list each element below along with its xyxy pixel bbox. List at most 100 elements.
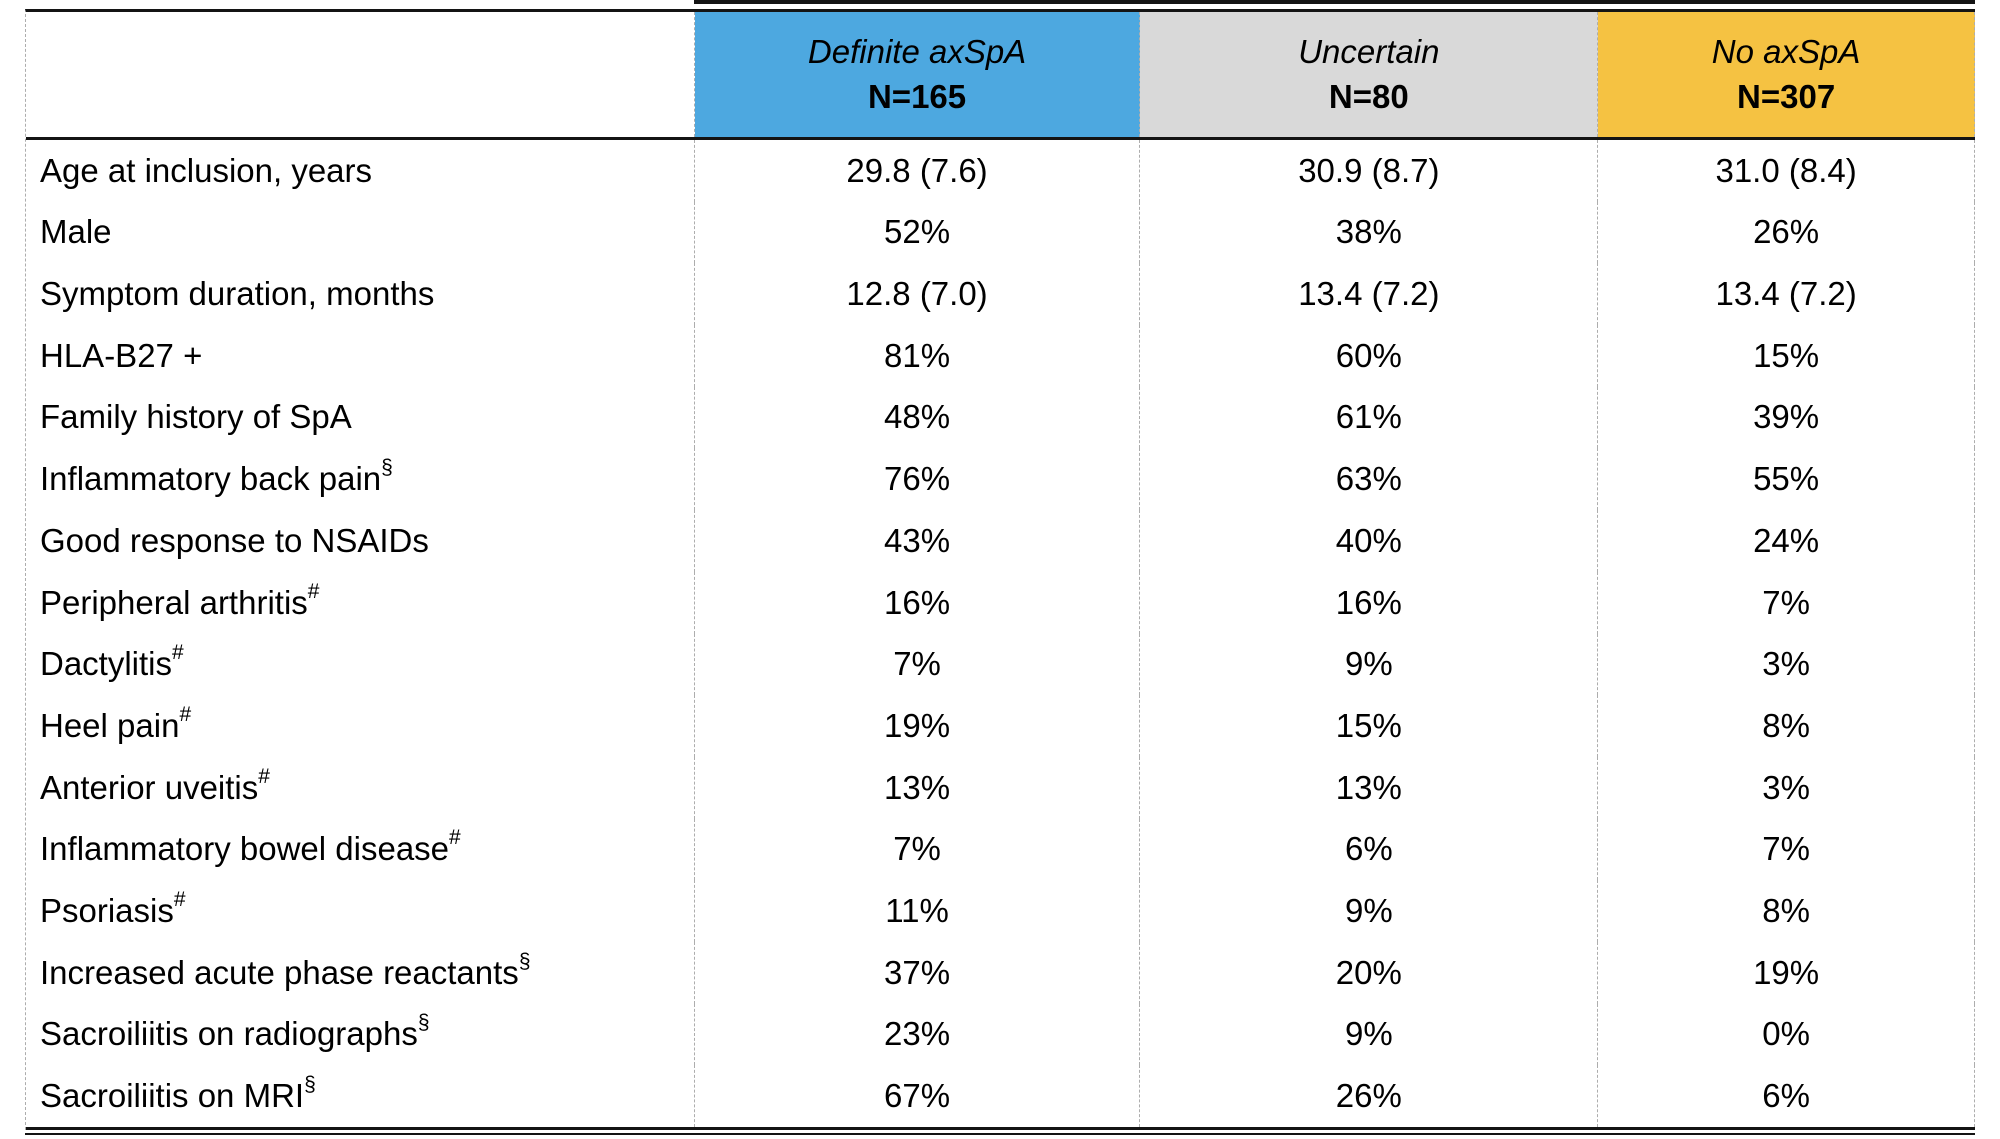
cell-no-axspa: 31.0 (8.4) bbox=[1598, 140, 1975, 202]
cell-uncertain: 13% bbox=[1140, 756, 1599, 819]
cell-uncertain: 26% bbox=[1140, 1065, 1599, 1127]
cell-definite-axspa: 81% bbox=[695, 325, 1141, 387]
row-label-cell: Age at inclusion, years bbox=[26, 140, 695, 202]
cell-no-axspa: 7% bbox=[1598, 818, 1975, 881]
table-row: Good response to NSAIDs 43% 40% 24% bbox=[26, 510, 1975, 572]
column-n-count: N=307 bbox=[1737, 77, 1836, 115]
row-label-cell: Male bbox=[26, 201, 695, 264]
table-row: Peripheral arthritis # 16% 16% 7% bbox=[26, 571, 1975, 634]
cell-no-axspa: 39% bbox=[1598, 386, 1975, 449]
cell-uncertain: 9% bbox=[1140, 1003, 1599, 1066]
row-label: Family history of SpA bbox=[40, 398, 352, 436]
row-label-cell: Good response to NSAIDs bbox=[26, 510, 695, 572]
cell-uncertain: 60% bbox=[1140, 325, 1599, 387]
table-body: Age at inclusion, years 29.8 (7.6) 30.9 … bbox=[26, 140, 1975, 1130]
row-label: Peripheral arthritis bbox=[40, 583, 308, 621]
table-row: HLA-B27 + 81% 60% 15% bbox=[26, 325, 1975, 387]
cell-uncertain: 15% bbox=[1140, 695, 1599, 757]
cell-definite-axspa: 52% bbox=[695, 201, 1141, 264]
table-row: Dactylitis # 7% 9% 3% bbox=[26, 633, 1975, 696]
table-row: Family history of SpA 48% 61% 39% bbox=[26, 386, 1975, 449]
row-label: Inflammatory bowel disease bbox=[40, 830, 450, 868]
table-row: Male 52% 38% 26% bbox=[26, 201, 1975, 264]
table-row: Inflammatory bowel disease # 7% 6% 7% bbox=[26, 818, 1975, 881]
cell-definite-axspa: 12.8 (7.0) bbox=[695, 263, 1141, 326]
column-title: Definite axSpA bbox=[807, 33, 1027, 71]
row-label: Heel pain bbox=[40, 706, 180, 744]
table-row: Heel pain # 19% 15% 8% bbox=[26, 695, 1975, 757]
cell-definite-axspa: 29.8 (7.6) bbox=[695, 140, 1141, 202]
row-label: Inflammatory back pain bbox=[40, 460, 382, 498]
row-label: Age at inclusion, years bbox=[40, 151, 373, 189]
row-label-cell: Anterior uveitis # bbox=[26, 756, 695, 819]
cell-definite-axspa: 48% bbox=[695, 386, 1141, 449]
table-header-row: Definite axSpA N=165 Uncertain N=80 No a… bbox=[26, 12, 1975, 140]
cell-definite-axspa: 7% bbox=[695, 818, 1141, 881]
cell-definite-axspa: 19% bbox=[695, 695, 1141, 757]
cell-uncertain: 30.9 (8.7) bbox=[1140, 140, 1599, 202]
table-row: Symptom duration, months 12.8 (7.0) 13.4… bbox=[26, 263, 1975, 326]
cell-no-axspa: 19% bbox=[1598, 941, 1975, 1004]
row-label: Anterior uveitis bbox=[40, 768, 259, 806]
header-top-border bbox=[694, 0, 1975, 4]
cell-definite-axspa: 7% bbox=[695, 633, 1141, 696]
cell-uncertain: 9% bbox=[1140, 633, 1599, 696]
cell-definite-axspa: 11% bbox=[695, 880, 1141, 942]
cell-no-axspa: 3% bbox=[1598, 756, 1975, 819]
row-label: Male bbox=[40, 213, 112, 251]
cell-uncertain: 16% bbox=[1140, 571, 1599, 634]
cell-definite-axspa: 13% bbox=[695, 756, 1141, 819]
table-row: Sacroiliitis on radiographs § 23% 9% 0% bbox=[26, 1003, 1975, 1066]
table-row: Psoriasis # 11% 9% 8% bbox=[26, 880, 1975, 942]
row-label: Sacroiliitis on MRI bbox=[40, 1077, 305, 1114]
row-label-cell: Family history of SpA bbox=[26, 386, 695, 449]
cell-no-axspa: 55% bbox=[1598, 448, 1975, 511]
column-title: Uncertain bbox=[1298, 33, 1440, 71]
cell-no-axspa: 13.4 (7.2) bbox=[1598, 263, 1975, 326]
cell-no-axspa: 8% bbox=[1598, 695, 1975, 757]
header-definite-axspa: Definite axSpA N=165 bbox=[694, 12, 1141, 137]
cell-uncertain: 20% bbox=[1140, 941, 1599, 1004]
row-label-cell: Inflammatory back pain § bbox=[26, 448, 695, 511]
table-row: Sacroiliitis on MRI § 67% 26% 6% bbox=[26, 1065, 1975, 1130]
cell-definite-axspa: 23% bbox=[695, 1003, 1141, 1066]
cell-uncertain: 6% bbox=[1140, 818, 1599, 881]
cell-definite-axspa: 43% bbox=[695, 510, 1141, 572]
row-label: Symptom duration, months bbox=[40, 275, 435, 313]
column-n-count: N=165 bbox=[867, 77, 967, 115]
cell-definite-axspa: 16% bbox=[695, 571, 1141, 634]
cell-uncertain: 40% bbox=[1140, 510, 1599, 572]
cell-uncertain: 9% bbox=[1140, 880, 1599, 942]
cell-no-axspa: 0% bbox=[1598, 1003, 1975, 1066]
table-row: Age at inclusion, years 29.8 (7.6) 30.9 … bbox=[26, 140, 1975, 202]
row-label-cell: Symptom duration, months bbox=[26, 263, 695, 326]
table-row: Increased acute phase reactants § 37% 20%… bbox=[26, 941, 1975, 1004]
row-label: Psoriasis bbox=[40, 891, 174, 929]
table-row: Anterior uveitis # 13% 13% 3% bbox=[26, 756, 1975, 819]
cell-no-axspa: 15% bbox=[1598, 325, 1975, 387]
cell-no-axspa: 7% bbox=[1598, 571, 1975, 634]
cell-uncertain: 63% bbox=[1140, 448, 1599, 511]
cell-uncertain: 38% bbox=[1140, 201, 1599, 264]
row-label-cell: Increased acute phase reactants § bbox=[26, 941, 695, 1004]
cell-no-axspa: 24% bbox=[1598, 510, 1975, 572]
column-n-count: N=80 bbox=[1328, 77, 1409, 115]
row-label-cell: Inflammatory bowel disease # bbox=[26, 818, 695, 881]
cell-no-axspa: 8% bbox=[1598, 880, 1975, 942]
cell-no-axspa: 6% bbox=[1598, 1065, 1975, 1127]
table-row: Inflammatory back pain § 76% 63% 55% bbox=[26, 448, 1975, 511]
row-label-cell: HLA-B27 + bbox=[26, 325, 695, 387]
row-label: Dactylitis bbox=[40, 645, 173, 683]
cell-uncertain: 61% bbox=[1140, 386, 1599, 449]
table-bottom-thin-line bbox=[25, 1133, 1975, 1135]
cell-definite-axspa: 76% bbox=[695, 448, 1141, 511]
row-label-cell: Psoriasis # bbox=[26, 880, 695, 942]
header-no-axspa: No axSpA N=307 bbox=[1598, 12, 1975, 137]
cell-uncertain: 13.4 (7.2) bbox=[1140, 263, 1599, 326]
cell-definite-axspa: 37% bbox=[695, 941, 1141, 1004]
row-label-cell: Sacroiliitis on radiographs § bbox=[26, 1003, 695, 1066]
row-label: Good response to NSAIDs bbox=[40, 521, 429, 559]
header-empty-cell bbox=[26, 12, 695, 137]
cell-no-axspa: 3% bbox=[1598, 633, 1975, 696]
row-label-cell: Sacroiliitis on MRI § bbox=[26, 1065, 695, 1127]
